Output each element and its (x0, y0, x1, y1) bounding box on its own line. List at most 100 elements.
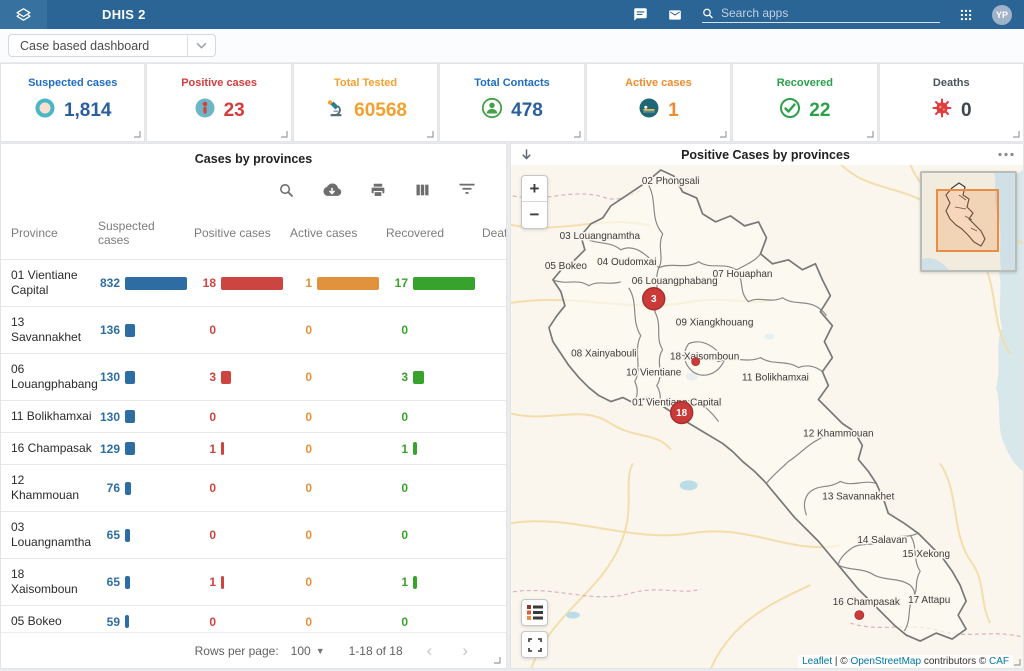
value-cell: 3 (189, 370, 285, 384)
value-cell: 129 (93, 442, 189, 456)
resize-handle-icon[interactable] (1012, 130, 1020, 138)
value-bar (125, 276, 187, 290)
stat-card-deaths: Deaths 0 (879, 64, 1023, 141)
map-zoom-control: + − (521, 175, 548, 229)
download-icon[interactable] (520, 148, 533, 162)
value-cell: 0 (305, 528, 312, 542)
cloud-download-icon[interactable] (322, 182, 342, 199)
resize-handle-icon[interactable] (133, 130, 142, 138)
mail-icon[interactable] (667, 8, 683, 22)
stat-card-total-tested: Total Tested 60568 (293, 64, 438, 141)
value-bar (317, 276, 379, 290)
value-cell: 0 (401, 481, 408, 495)
attribution-link[interactable]: OpenStreetMap (850, 656, 922, 667)
rows-per-page-select[interactable]: 100 ▼ (290, 643, 325, 658)
attribution-link[interactable]: Leaflet (802, 656, 833, 667)
attribution-link[interactable]: CAF (989, 656, 1009, 667)
rows-per-page-label: Rows per page: (194, 643, 279, 658)
prev-page-button[interactable]: ‹ (426, 640, 433, 660)
resize-handle-icon[interactable] (280, 130, 288, 138)
stat-card-recovered: Recovered 22 (733, 64, 877, 141)
table-row: 16 Champasak1291010 (1, 432, 506, 464)
province-label: 10 Vientiane (626, 368, 682, 379)
contact-person-icon (481, 97, 503, 124)
province-label: 16 Champasak (833, 597, 900, 608)
minimap-viewport-rect[interactable] (936, 189, 999, 252)
fullscreen-button[interactable] (521, 631, 548, 658)
card-title: Total Tested (333, 77, 398, 89)
search-icon (703, 8, 713, 18)
zoom-in-button[interactable]: + (522, 176, 547, 202)
value-cell: 3 (381, 370, 477, 384)
deaths-cell: 0 (477, 410, 506, 424)
dhis2-logo[interactable] (0, 0, 47, 29)
value-cell: 0 (305, 614, 312, 629)
value-bar (125, 442, 135, 455)
column-header-positive-cases: Positive cases (194, 226, 271, 240)
province-cell: 18 Xaisomboun (11, 567, 78, 596)
card-title: Recovered (776, 77, 833, 89)
chevron-down-icon: ▼ (315, 645, 325, 656)
value-bar (413, 442, 417, 455)
value-bar (125, 575, 130, 589)
card-title: Positive cases (181, 77, 258, 89)
person-infected-icon (194, 97, 216, 124)
search-input[interactable] (720, 6, 940, 20)
province-label: 12 Khammouan (803, 428, 873, 439)
chat-icon[interactable] (633, 7, 648, 22)
print-icon[interactable] (369, 182, 387, 199)
chevron-down-icon[interactable] (187, 35, 215, 56)
virus-icon (931, 97, 953, 124)
value-cell: 0 (209, 323, 216, 337)
case-count-marker[interactable] (669, 400, 694, 425)
card-value: 60568 (354, 99, 407, 121)
value-cell: 0 (209, 481, 216, 495)
dashboard-bar: Case based dashboard (0, 29, 1024, 62)
more-options-icon[interactable] (998, 152, 1014, 157)
resize-handle-icon[interactable] (426, 130, 434, 138)
province-label: 03 Louangnamtha (560, 231, 641, 242)
column-header-suspected-cases: Suspected cases (98, 219, 155, 247)
value-cell: 65 (93, 575, 189, 589)
case-count-marker[interactable] (854, 610, 865, 621)
province-label: 15 Xekong (902, 549, 950, 560)
resize-handle-icon[interactable] (719, 130, 727, 138)
columns-icon[interactable] (414, 182, 431, 199)
positive-cases-map-panel: Positive Cases by provinces (511, 144, 1023, 668)
apps-grid-icon[interactable] (959, 8, 973, 22)
province-cell: 05 Bokeo (11, 614, 62, 628)
resize-handle-icon[interactable] (573, 130, 581, 138)
search-icon[interactable] (278, 182, 295, 199)
card-title: Suspected cases (28, 77, 118, 89)
province-label: 17 Attapu (908, 595, 950, 606)
filter-icon[interactable] (458, 182, 476, 199)
leaflet-map[interactable]: 02 Phongsali 03 Louangnamtha 04 Oudomxai 05… (511, 165, 1023, 668)
resize-handle-icon[interactable] (1013, 658, 1021, 666)
dashboard-selector[interactable]: Case based dashboard (8, 34, 217, 57)
resize-handle-icon[interactable] (493, 656, 501, 664)
case-count-marker[interactable] (691, 357, 701, 366)
patient-bed-icon (638, 97, 660, 124)
card-value: 1,814 (63, 99, 112, 121)
case-count-marker[interactable] (641, 287, 666, 311)
card-value: 23 (223, 99, 245, 121)
table-row: 06 Louangphabang1303030 (1, 353, 506, 400)
province-cell: 16 Champasak (11, 441, 92, 455)
table-row: 01 Vientiane Capital 832181170 (1, 259, 506, 306)
attribution-text: | © (832, 656, 851, 667)
next-page-button[interactable]: › (462, 640, 468, 660)
map-legend-button[interactable] (521, 599, 548, 626)
value-cell: 0 (305, 409, 312, 424)
stat-card-positive-cases: Positive cases 23 (147, 64, 291, 141)
value-cell: 1 (381, 575, 477, 589)
overview-minimap[interactable] (920, 171, 1017, 272)
marker-count-label: 3 (651, 294, 657, 305)
resize-handle-icon[interactable] (866, 130, 874, 138)
table-row: 05 Bokeo 59 0 0 0 0 (1, 605, 506, 637)
user-avatar[interactable]: YP (992, 4, 1012, 25)
value-cell: 0 (305, 441, 312, 456)
deaths-cell: 0 (477, 370, 506, 384)
app-search (702, 6, 940, 23)
zoom-out-button[interactable]: − (529, 205, 540, 224)
